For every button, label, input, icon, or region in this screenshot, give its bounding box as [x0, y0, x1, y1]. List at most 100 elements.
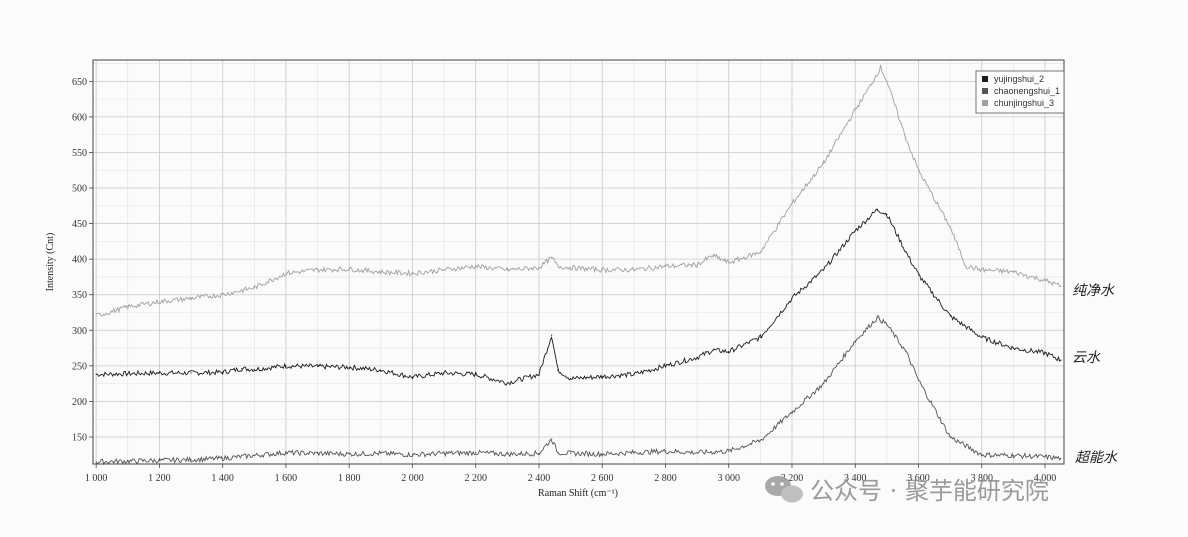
data-point	[791, 411, 793, 413]
legend-label-1: yujingshui_2	[994, 74, 1044, 84]
data-point	[601, 375, 603, 378]
data-point	[917, 379, 920, 381]
x-tick-label: 3 600	[907, 473, 930, 484]
data-point	[854, 109, 856, 111]
data-point	[158, 301, 161, 303]
legend-swatch-1	[982, 76, 988, 82]
x-tick-label: 3 200	[781, 473, 804, 484]
y-tick-label: 350	[72, 290, 87, 301]
data-point	[285, 452, 287, 454]
data-point	[791, 203, 793, 205]
data-point	[557, 265, 559, 267]
data-point	[1012, 347, 1014, 349]
data-point	[664, 450, 667, 452]
y-tick-label: 200	[72, 397, 87, 408]
data-point	[917, 274, 920, 276]
data-point	[601, 269, 603, 271]
data-point	[949, 226, 951, 228]
data-point	[443, 452, 445, 454]
data-point	[411, 376, 414, 378]
data-point	[551, 438, 553, 440]
data-point	[876, 208, 878, 210]
legend-label-2: chaonengshui_1	[994, 86, 1060, 96]
data-point	[759, 251, 761, 253]
data-point	[253, 287, 255, 289]
x-tick-label: 2 400	[528, 473, 551, 484]
data-point	[728, 450, 730, 452]
data-point	[759, 439, 761, 442]
series-line-chaonengshui_1	[95, 315, 1062, 466]
x-tick-label: 3 000	[717, 473, 740, 484]
data-point	[569, 452, 572, 454]
data-point	[601, 453, 603, 455]
data-point	[728, 351, 730, 353]
data-point	[475, 373, 477, 375]
data-point	[965, 265, 967, 267]
data-point	[854, 230, 856, 232]
data-point	[222, 457, 224, 459]
data-point	[696, 452, 698, 454]
data-point	[348, 366, 350, 368]
data-point	[158, 372, 161, 374]
data-point	[854, 340, 856, 342]
data-point	[557, 369, 559, 371]
x-axis-title: Raman Shift (cm⁻¹)	[538, 488, 618, 499]
data-point	[712, 349, 714, 351]
data-point	[95, 315, 97, 317]
data-point	[1060, 359, 1062, 361]
data-point	[506, 453, 508, 455]
x-tick-label: 1 400	[211, 473, 234, 484]
data-point	[696, 356, 698, 358]
data-point	[551, 257, 553, 259]
y-tick-label: 650	[72, 77, 87, 88]
data-point	[253, 454, 255, 457]
series-lines	[95, 64, 1062, 466]
data-point	[538, 267, 540, 269]
legend-swatch-3	[982, 100, 988, 106]
data-point	[241, 368, 243, 370]
data-point	[411, 454, 414, 456]
legend-box	[975, 70, 1065, 114]
data-point	[475, 265, 477, 267]
y-tick-label: 400	[72, 255, 87, 266]
data-point	[253, 368, 255, 371]
legend: yujingshui_2 chaonengshui_1 chunjingshui…	[975, 70, 1065, 114]
x-tick-label: 3 400	[844, 473, 867, 484]
data-point	[190, 372, 192, 374]
y-tick-label: 550	[72, 148, 87, 159]
data-point	[949, 315, 951, 317]
data-point	[443, 372, 445, 374]
data-point	[95, 373, 97, 375]
data-point	[633, 452, 635, 454]
data-point	[316, 269, 319, 271]
axis-ticks: 1 000 1 200 1 400 1 600 1 800 2 000 2 200 2 400…	[72, 77, 1056, 484]
x-tick-label: 2 600	[591, 473, 614, 484]
data-point	[886, 323, 888, 326]
data-point	[190, 297, 192, 299]
x-tick-label: 1 800	[338, 473, 361, 484]
data-point	[759, 336, 761, 338]
data-point	[696, 264, 698, 266]
data-point	[285, 272, 287, 274]
data-point	[905, 251, 907, 253]
data-point	[664, 265, 667, 267]
data-point	[905, 137, 907, 139]
data-point	[348, 268, 350, 270]
handwritten-label-yunshui: 云水	[1072, 350, 1101, 366]
data-point	[569, 378, 572, 380]
data-point	[222, 294, 224, 296]
data-point	[870, 84, 872, 86]
data-point	[557, 452, 559, 454]
data-point	[823, 383, 825, 385]
x-tick-label: 1 000	[85, 473, 108, 484]
x-tick-label: 1 200	[148, 473, 171, 484]
data-point	[823, 162, 825, 164]
data-point	[1044, 279, 1046, 282]
data-point	[569, 267, 572, 269]
grid	[93, 60, 1064, 464]
data-point	[127, 460, 129, 462]
x-tick-label: 3 800	[971, 473, 994, 484]
data-point	[127, 306, 129, 308]
data-point	[728, 262, 730, 264]
